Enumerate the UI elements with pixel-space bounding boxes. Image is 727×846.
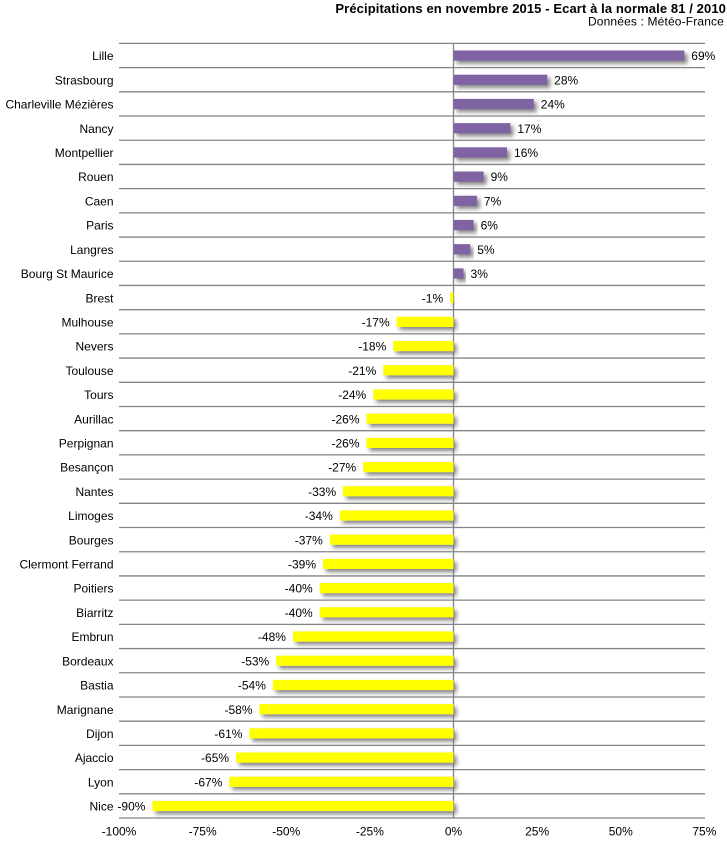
svg-text:Lille: Lille	[92, 49, 114, 63]
svg-text:-50%: -50%	[272, 825, 300, 839]
svg-text:-67%: -67%	[194, 775, 222, 789]
svg-text:-58%: -58%	[224, 703, 252, 717]
svg-text:-75%: -75%	[189, 825, 217, 839]
svg-text:-17%: -17%	[362, 315, 390, 329]
svg-text:16%: 16%	[514, 146, 538, 160]
svg-text:-34%: -34%	[305, 509, 333, 523]
svg-text:Données : Météo-France: Données : Météo-France	[588, 15, 724, 29]
svg-text:Mulhouse: Mulhouse	[61, 315, 113, 329]
svg-text:Marignane: Marignane	[57, 703, 114, 717]
svg-text:25%: 25%	[525, 825, 549, 839]
svg-text:3%: 3%	[471, 267, 489, 281]
svg-text:Tours: Tours	[84, 388, 113, 402]
svg-text:-39%: -39%	[288, 558, 316, 572]
svg-text:Embrun: Embrun	[71, 630, 113, 644]
svg-text:Perpignan: Perpignan	[59, 437, 114, 451]
svg-text:-24%: -24%	[338, 388, 366, 402]
svg-text:Précipitations en novembre 201: Précipitations en novembre 2015 - Ecart …	[335, 1, 726, 16]
svg-text:6%: 6%	[481, 219, 499, 233]
svg-text:-54%: -54%	[238, 679, 266, 693]
svg-text:Nice: Nice	[89, 800, 113, 814]
svg-text:-53%: -53%	[241, 654, 269, 668]
svg-text:-25%: -25%	[356, 825, 384, 839]
svg-text:-90%: -90%	[117, 800, 145, 814]
svg-text:5%: 5%	[477, 243, 495, 257]
svg-text:Biarritz: Biarritz	[76, 606, 113, 620]
svg-text:Limoges: Limoges	[68, 509, 113, 523]
svg-text:Ajaccio: Ajaccio	[75, 751, 114, 765]
svg-text:Caen: Caen	[85, 194, 114, 208]
svg-text:Bordeaux: Bordeaux	[62, 654, 113, 668]
svg-text:Strasbourg: Strasbourg	[55, 73, 114, 87]
svg-text:Lyon: Lyon	[88, 775, 114, 789]
svg-text:Charleville Mézières: Charleville Mézières	[5, 98, 113, 112]
svg-text:-40%: -40%	[285, 582, 313, 596]
svg-text:-26%: -26%	[332, 437, 360, 451]
svg-text:24%: 24%	[541, 98, 565, 112]
svg-text:Montpellier: Montpellier	[55, 146, 114, 160]
svg-text:-37%: -37%	[295, 533, 323, 547]
svg-text:Rouen: Rouen	[78, 170, 113, 184]
svg-text:-21%: -21%	[348, 364, 376, 378]
svg-text:-18%: -18%	[358, 340, 386, 354]
svg-text:Dijon: Dijon	[86, 727, 113, 741]
svg-text:-48%: -48%	[258, 630, 286, 644]
svg-text:Clermont Ferrand: Clermont Ferrand	[19, 558, 113, 572]
svg-text:Aurillac: Aurillac	[74, 412, 113, 426]
svg-text:-40%: -40%	[285, 606, 313, 620]
svg-text:28%: 28%	[554, 73, 578, 87]
svg-text:Paris: Paris	[86, 219, 113, 233]
svg-text:69%: 69%	[691, 49, 715, 63]
svg-text:-26%: -26%	[332, 412, 360, 426]
svg-text:-1%: -1%	[422, 291, 444, 305]
svg-text:7%: 7%	[484, 194, 502, 208]
svg-text:Besançon: Besançon	[60, 461, 113, 475]
svg-text:Toulouse: Toulouse	[65, 364, 113, 378]
svg-text:Nancy: Nancy	[79, 122, 113, 136]
svg-text:Poitiers: Poitiers	[73, 582, 113, 596]
svg-text:-65%: -65%	[201, 751, 229, 765]
svg-text:0%: 0%	[445, 825, 463, 839]
svg-text:Nevers: Nevers	[75, 340, 113, 354]
svg-text:-100%: -100%	[102, 825, 137, 839]
svg-text:17%: 17%	[517, 122, 541, 136]
svg-text:-61%: -61%	[214, 727, 242, 741]
svg-text:50%: 50%	[609, 825, 633, 839]
svg-text:75%: 75%	[692, 825, 716, 839]
svg-text:Langres: Langres	[70, 243, 113, 257]
svg-text:-27%: -27%	[328, 461, 356, 475]
svg-text:Bourg St Maurice: Bourg St Maurice	[21, 267, 114, 281]
svg-text:-33%: -33%	[308, 485, 336, 499]
svg-text:Brest: Brest	[85, 291, 114, 305]
svg-text:9%: 9%	[491, 170, 509, 184]
svg-text:Bourges: Bourges	[69, 533, 114, 547]
svg-text:Bastia: Bastia	[80, 679, 114, 693]
svg-text:Nantes: Nantes	[75, 485, 113, 499]
